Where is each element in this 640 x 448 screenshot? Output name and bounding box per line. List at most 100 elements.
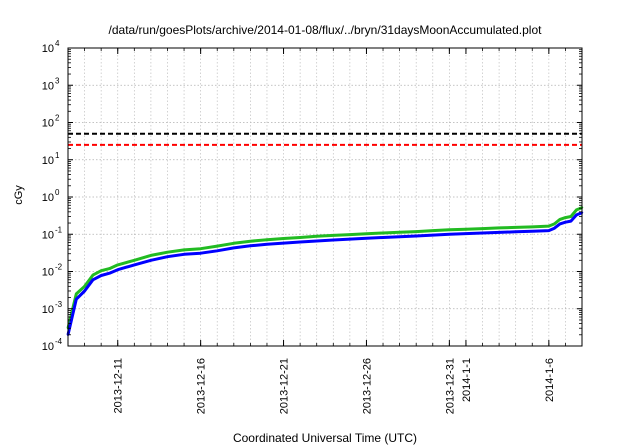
y-tick-base: 10 — [42, 118, 54, 130]
data-point — [481, 227, 484, 230]
data-point — [569, 215, 573, 218]
data-point — [265, 243, 269, 246]
data-point — [398, 235, 401, 238]
data-point — [133, 263, 136, 267]
data-point — [182, 253, 186, 256]
data-point — [514, 226, 517, 229]
x-tick-label: 2014-1-6 — [544, 358, 556, 402]
data-point — [365, 232, 368, 235]
y-tick-label: 10 — [42, 267, 54, 279]
data-point — [448, 233, 451, 236]
data-point — [553, 222, 556, 226]
y-tick-base: 10 — [42, 267, 54, 279]
data-point — [75, 298, 78, 301]
data-point — [199, 251, 202, 255]
y-tick-exponent: 3 — [55, 76, 60, 85]
y-tick-base: 10 — [42, 80, 54, 92]
data-point — [431, 233, 434, 237]
y-tick-base: 10 — [42, 192, 54, 204]
data-point — [414, 234, 418, 238]
plot-frame — [67, 47, 583, 347]
y-tick-label: 10 — [42, 192, 54, 204]
data-point — [497, 231, 501, 234]
grid-lines — [68, 48, 582, 346]
data-point — [332, 238, 335, 242]
data-point — [481, 231, 484, 235]
data-point — [564, 221, 567, 224]
y-tick-label: 10 — [42, 304, 54, 316]
data-point — [249, 240, 252, 243]
y-tick-exponent: 2 — [55, 114, 60, 123]
x-tick-label: 2013-12-31 — [444, 358, 456, 414]
y-tick-exponent: -3 — [55, 300, 63, 309]
y-tick-label: 10 — [42, 229, 54, 241]
data-point — [99, 269, 103, 272]
y-tick-exponent: 4 — [55, 39, 60, 48]
data-point — [497, 226, 501, 230]
data-point — [232, 246, 236, 250]
data-point — [365, 237, 368, 240]
x-tick-label: 2013-12-11 — [113, 358, 125, 413]
y-tick-label: 10 — [42, 43, 54, 55]
data-point — [116, 263, 119, 267]
data-point — [216, 249, 219, 252]
data-point — [116, 268, 119, 271]
data-point — [514, 230, 517, 234]
data-point — [431, 229, 434, 232]
x-tick-label: 2014-1-1 — [461, 358, 473, 402]
data-point — [547, 229, 551, 232]
y-tick-base: 10 — [42, 304, 54, 316]
data-point — [249, 244, 252, 247]
data-point — [569, 219, 573, 223]
x-tick-label: 2013-12-26 — [361, 358, 373, 414]
data-point — [348, 233, 352, 236]
y-tick-label: 10 — [42, 341, 54, 353]
data-point — [298, 240, 302, 244]
data-point — [575, 213, 578, 217]
data-point — [558, 218, 562, 221]
data-point — [315, 235, 318, 238]
y-tick-exponent: -2 — [55, 263, 63, 272]
x-tick-label: 2013-12-16 — [196, 358, 208, 414]
data-point — [332, 234, 335, 237]
data-point — [575, 208, 578, 212]
data-point — [282, 237, 285, 240]
y-tick-exponent: -4 — [55, 337, 63, 346]
y-tick-label: 10 — [42, 80, 54, 92]
chart-title: /data/run/goesPlots/archive/2014-01-08/f… — [109, 23, 543, 37]
data-point — [547, 224, 551, 228]
data-point — [99, 274, 103, 277]
data-point — [558, 222, 562, 226]
data-point — [315, 239, 318, 243]
data-point — [282, 241, 285, 245]
data-point — [464, 227, 468, 231]
data-point — [553, 227, 556, 230]
data-point — [265, 238, 269, 241]
data-point — [381, 236, 385, 239]
data-point — [531, 230, 534, 233]
data-point — [464, 232, 468, 235]
data-point — [398, 231, 401, 234]
data-series — [66, 206, 584, 336]
data-point — [166, 250, 169, 254]
data-point — [91, 278, 95, 281]
y-tick-exponent: -1 — [55, 225, 63, 234]
data-point — [149, 259, 153, 262]
y-tick-base: 10 — [42, 341, 54, 353]
data-point — [149, 254, 153, 257]
reference-lines — [68, 132, 582, 146]
y-axis-label: cGy — [13, 185, 25, 205]
data-point — [133, 259, 136, 262]
data-point — [75, 292, 78, 296]
data-point — [531, 225, 534, 229]
y-tick-label: 10 — [42, 118, 54, 130]
data-point — [298, 236, 302, 239]
data-point — [414, 230, 418, 233]
data-point — [448, 228, 451, 231]
y-tick-base: 10 — [42, 155, 54, 167]
x-tick-label: 2013-12-21 — [279, 358, 291, 414]
y-tick-label: 10 — [42, 155, 54, 167]
data-point — [348, 237, 352, 241]
